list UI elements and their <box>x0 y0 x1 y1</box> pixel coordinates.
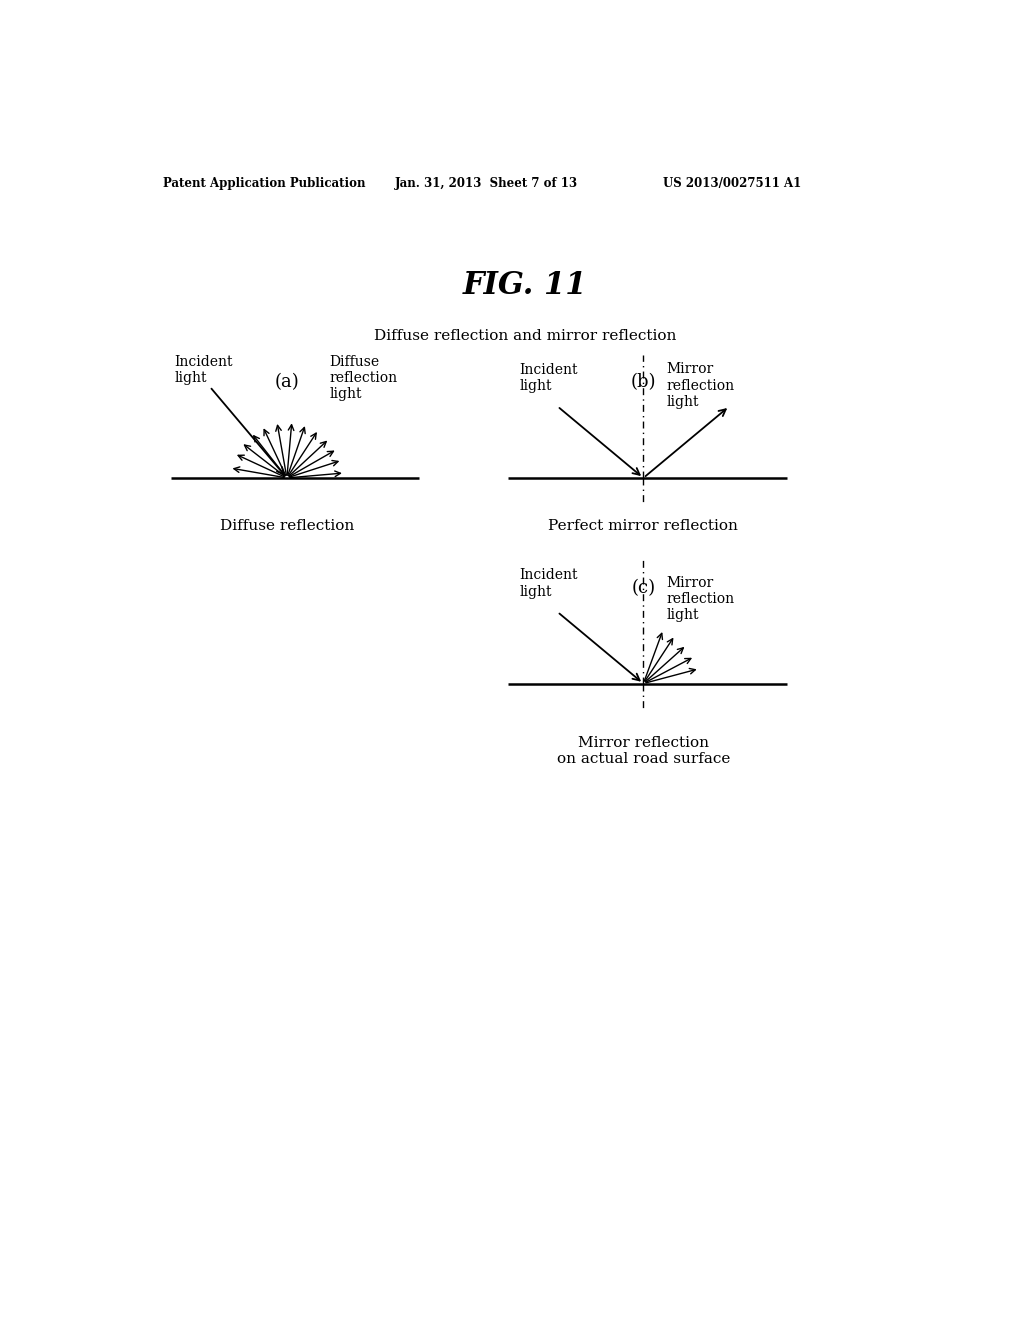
Text: (a): (a) <box>274 372 299 391</box>
Text: (b): (b) <box>631 372 656 391</box>
Text: Diffuse reflection: Diffuse reflection <box>220 520 354 533</box>
Text: FIG. 11: FIG. 11 <box>463 271 587 301</box>
Text: (c): (c) <box>632 579 655 597</box>
Text: Mirror reflection
on actual road surface: Mirror reflection on actual road surface <box>557 737 730 766</box>
Text: Jan. 31, 2013  Sheet 7 of 13: Jan. 31, 2013 Sheet 7 of 13 <box>395 177 579 190</box>
Text: Mirror
reflection
light: Mirror reflection light <box>667 576 735 622</box>
Text: Diffuse
reflection
light: Diffuse reflection light <box>330 355 397 401</box>
Text: Perfect mirror reflection: Perfect mirror reflection <box>549 520 738 533</box>
Text: Mirror
reflection
light: Mirror reflection light <box>667 363 735 409</box>
Text: US 2013/0027511 A1: US 2013/0027511 A1 <box>663 177 801 190</box>
Text: Incident
light: Incident light <box>174 355 233 385</box>
Text: Patent Application Publication: Patent Application Publication <box>163 177 366 190</box>
Text: Diffuse reflection and mirror reflection: Diffuse reflection and mirror reflection <box>374 329 676 342</box>
Text: Incident
light: Incident light <box>519 569 578 598</box>
Text: Incident
light: Incident light <box>519 363 578 393</box>
